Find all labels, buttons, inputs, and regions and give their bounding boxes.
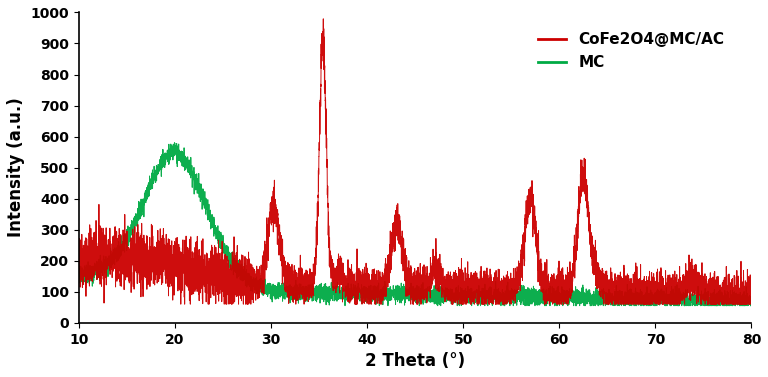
X-axis label: 2 Theta (°): 2 Theta (°) bbox=[365, 352, 465, 370]
Y-axis label: Intensity (a.u.): Intensity (a.u.) bbox=[7, 98, 25, 238]
Legend: CoFe2O4@MC/AC, MC: CoFe2O4@MC/AC, MC bbox=[532, 26, 730, 76]
